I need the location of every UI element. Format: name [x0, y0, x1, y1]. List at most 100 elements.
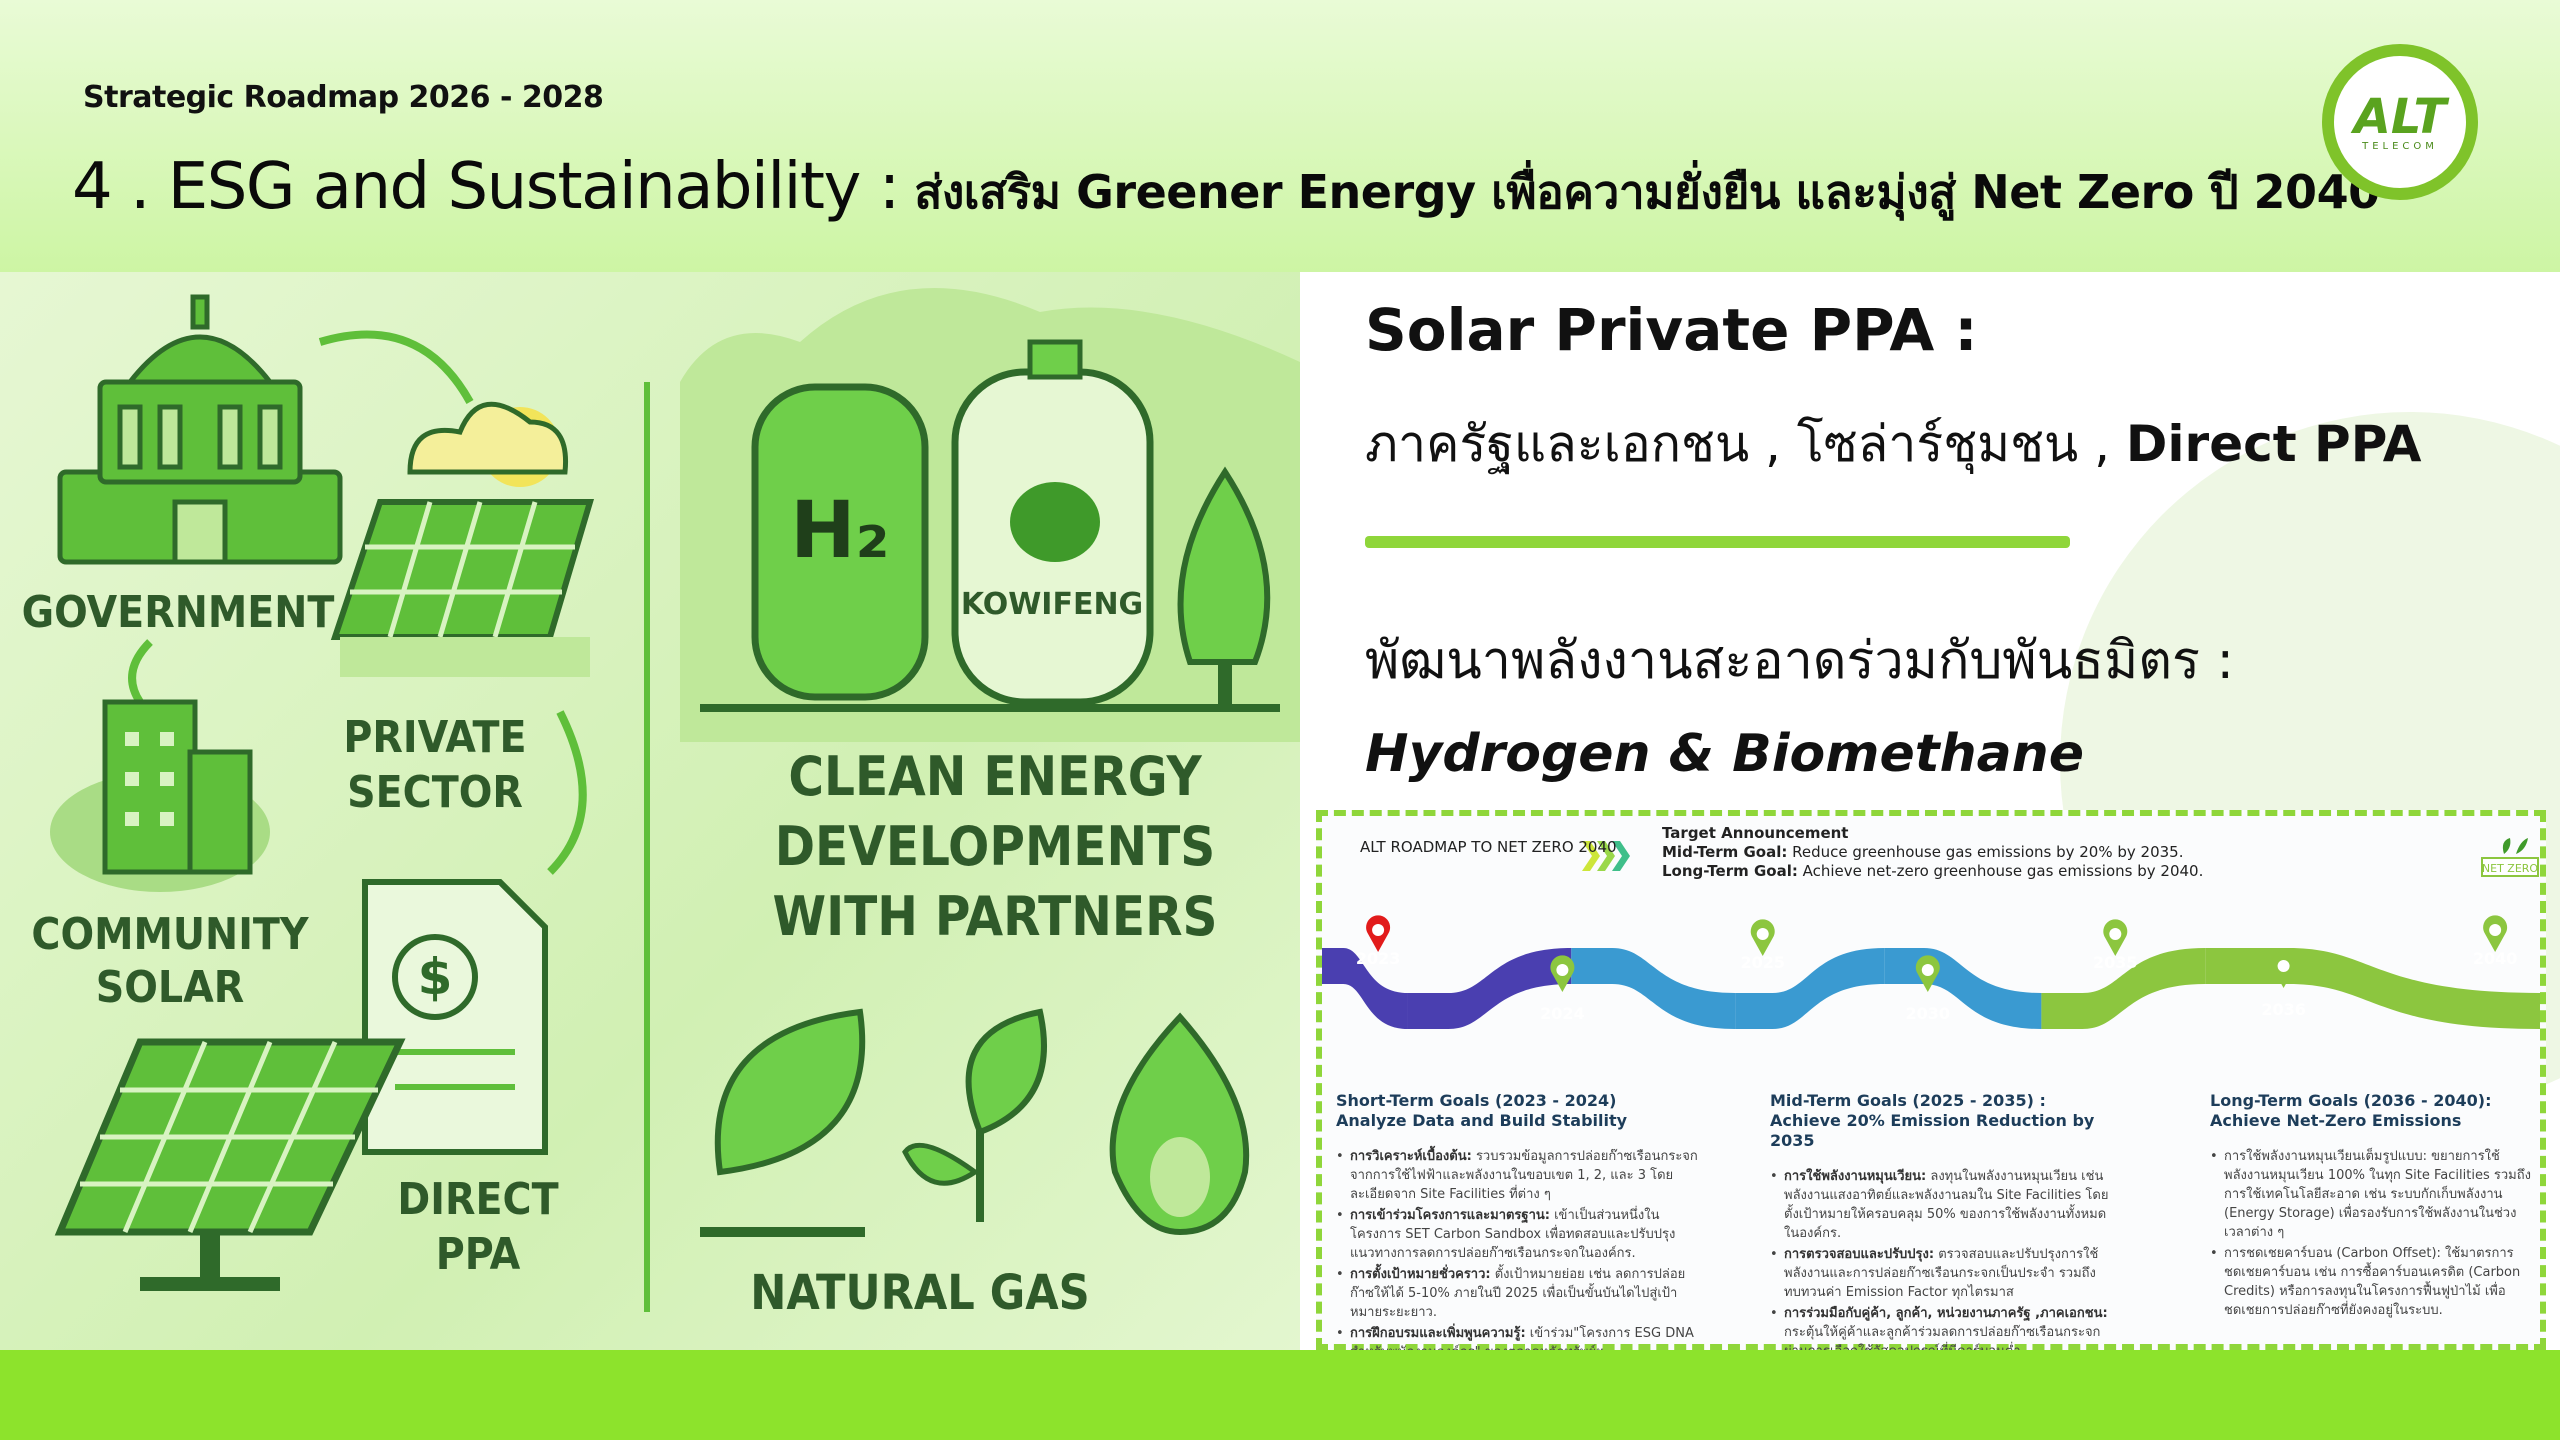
goal-item-text: เข้าเป็นส่วนหนึ่งในโครงการ SET Carbon Sa…	[1350, 1208, 1676, 1261]
goal-list: การวิเคราะห์เบื้องต้น: รวบรวมข้อมูลการปล…	[1336, 1147, 1706, 1362]
chevron-icon	[1612, 841, 1630, 871]
roadmap-segment	[1571, 948, 1736, 1029]
year-label: 2025	[1740, 953, 1785, 972]
tank-brand-label: KOWIFENG	[961, 587, 1143, 622]
net-zero-label: NET ZERO	[2482, 862, 2539, 875]
goal-item-bold: การใช้พลังงานหมุนเวียน:	[1784, 1169, 1927, 1184]
long-term-column: Long-Term Goals (2036 - 2040): Achieve Ne…	[2210, 1091, 2540, 1322]
goal-item-text: การใช้พลังงานหมุนเวียนเต็มรูปแบบ: ขยายกา…	[2224, 1149, 2531, 1240]
goal-item-text: ตั้งเป้าหมายย่อย เช่น ลดการปล่อยก๊าซให้ไ…	[1350, 1267, 1686, 1320]
label-government: GOVERNMENT	[22, 587, 335, 638]
large-solar-panel-icon	[54, 1038, 406, 1291]
roadmap-title: ALT ROADMAP TO NET ZERO 2040	[1360, 838, 1617, 856]
goal-item-text: ลงทุนในพลังงานหมุนเวียน เช่น พลังงานแสงอ…	[1784, 1169, 2109, 1241]
hydrogen-biomethane: Hydrogen & Biomethane	[1365, 724, 2084, 784]
label-private-2: SECTOR	[347, 767, 523, 818]
partner-heading: พัฒนาพลังงานสะอาดร่วมกับพันธมิตร :	[1365, 631, 2235, 691]
leaf-icon	[2502, 838, 2528, 854]
solar-panel-icon	[330, 499, 595, 677]
year-label: 2024	[1540, 1004, 1585, 1023]
column-title: Short-Term Goals (2023 - 2024) Analyze Da…	[1336, 1091, 1706, 1131]
sun-cloud-icon	[407, 401, 569, 487]
year-label: 2035	[2093, 953, 2138, 972]
header-band	[0, 0, 2560, 272]
label-clean-1: CLEAN ENERGY	[788, 745, 1202, 808]
solar-ppa-detail: ภาครัฐและเอกชน , โซล่าร์ชุมชน , Direct P…	[1365, 405, 2421, 484]
solar-ppa-direct: Direct PPA	[2125, 415, 2422, 473]
title-lead: 4 . ESG and Sustainability :	[72, 150, 900, 224]
arrow-icon	[318, 330, 474, 404]
pin-hole	[2109, 928, 2122, 940]
government-building-icon	[57, 294, 343, 565]
year-label: 2040	[2473, 949, 2518, 968]
column-title-2: Analyze Data and Build Stability	[1336, 1111, 1628, 1130]
column-title-1: Short-Term Goals (2023 - 2024)	[1336, 1091, 1617, 1110]
long-term-goal: Long-Term Goal: Achieve net-zero greenho…	[1662, 862, 2203, 880]
energy-illustration: GOVERNMENT PRIVATE SECTOR COMMUNITY SOLA…	[0, 272, 1300, 1350]
roadmap-segment	[1735, 948, 1885, 1029]
contract-document-icon: $	[362, 879, 548, 1155]
column-title: Long-Term Goals (2036 - 2040): Achieve Ne…	[2210, 1091, 2540, 1131]
long-term-text: Achieve net-zero greenhouse gas emission…	[1797, 862, 2204, 880]
footer-band	[0, 1350, 2560, 1440]
goal-item: การใช้พลังงานหมุนเวียน: ลงทุนในพลังงานหม…	[1770, 1167, 2120, 1243]
divider	[644, 382, 650, 1312]
goal-list: การใช้พลังงานหมุนเวียนเต็มรูปแบบ: ขยายกา…	[2210, 1147, 2540, 1320]
label-direct-1: DIRECT	[397, 1174, 558, 1225]
chevron-icon	[1582, 841, 1600, 871]
solar-ppa-heading: Solar Private PPA :	[1365, 296, 1978, 364]
chevron-icon	[1597, 841, 1615, 871]
solar-ppa-thai: ภาครัฐและเอกชน , โซล่าร์ชุมชน ,	[1365, 415, 2126, 473]
title-rest: ส่งเสริม Greener Energy เพื่อความยั่งยืน…	[898, 165, 2380, 219]
label-private-1: PRIVATE	[343, 712, 526, 763]
hydrogen-tank-icon: H₂	[751, 383, 929, 701]
column-title-1: Long-Term Goals (2036 - 2040):	[2210, 1091, 2492, 1110]
column-title-2: Achieve Net-Zero Emissions	[2210, 1111, 2462, 1130]
community-buildings-icon	[50, 699, 270, 892]
label-community-2: SOLAR	[96, 962, 245, 1013]
goal-item-bold: การฝึกอบรมและเพิ่มพูนความรู้:	[1350, 1326, 1526, 1341]
arrow-icon	[128, 639, 153, 705]
flame-icon	[1109, 1012, 1250, 1236]
roadmap-segment	[2041, 948, 2206, 1029]
goal-item: การใช้พลังงานหมุนเวียนเต็มรูปแบบ: ขยายกา…	[2210, 1147, 2540, 1242]
logo-subtext: TELECOM	[2362, 140, 2438, 152]
column-title: Mid-Term Goals (2025 - 2035) : Achieve 20…	[1770, 1091, 2120, 1151]
ground-line	[700, 704, 1280, 712]
accent-bar	[1365, 536, 2070, 548]
logo-text: ALT	[2353, 88, 2447, 145]
pin-hole	[1556, 964, 1569, 976]
net-zero-roadmap: NET ZERO 2023 2024 2025 2030 2035 2036 2040 AL…	[1316, 810, 2546, 1360]
alt-telecom-logo: ALT TELECOM	[2322, 44, 2478, 200]
mid-term-label: Mid-Term Goal:	[1662, 843, 1788, 861]
goal-item-text: ตรวจสอบและปรับปรุงการใช้พลังงานและการปล่…	[1784, 1247, 2099, 1300]
goal-item-bold: การตรวจสอบและปรับปรุง:	[1784, 1247, 1935, 1262]
mid-term-text: Reduce greenhouse gas emissions by 20% b…	[1787, 843, 2184, 861]
long-term-label: Long-Term Goal:	[1662, 862, 1798, 880]
goal-item-bold: การเข้าร่วมโครงการและมาตรฐาน:	[1350, 1208, 1550, 1223]
subtitle: Strategic Roadmap 2026 - 2028	[83, 80, 604, 115]
page-title: 4 . ESG and Sustainability : ส่งเสริม Gr…	[72, 150, 2380, 229]
short-term-column: Short-Term Goals (2023 - 2024) Analyze Da…	[1336, 1091, 1706, 1364]
label-direct-2: PPA	[436, 1229, 521, 1280]
label-community-1: COMMUNITY	[31, 909, 309, 960]
mid-term-column: Mid-Term Goals (2025 - 2035) : Achieve 20…	[1770, 1091, 2120, 1363]
pin-hole	[1756, 928, 1769, 940]
target-announcement: Target Announcement	[1662, 824, 1849, 842]
goal-item: การชดเชยคาร์บอน (Carbon Offset): ใช้มาตร…	[2210, 1244, 2540, 1320]
pin-hole	[1921, 964, 1934, 976]
column-title-1: Mid-Term Goals (2025 - 2035) :	[1770, 1091, 2046, 1110]
dollar-sign: $	[418, 948, 453, 1006]
column-title-2: Achieve 20% Emission Reduction by 2035	[1770, 1111, 2095, 1150]
goal-item: การตั้งเป้าหมายชั่วคราว: ตั้งเป้าหมายย่อ…	[1336, 1265, 1706, 1322]
goal-item-text: รวบรวมข้อมูลการปล่อยก๊าซเรือนกระจกจากการ…	[1350, 1149, 1698, 1202]
label-clean-2: DEVELOPMENTS	[775, 815, 1216, 878]
roadmap-segment	[1322, 948, 1408, 1029]
goal-item: การตรวจสอบและปรับปรุง: ตรวจสอบและปรับปรุ…	[1770, 1245, 2120, 1302]
net-zero-badge: NET ZERO	[2481, 838, 2539, 877]
mid-term-goal: Mid-Term Goal: Reduce greenhouse gas emi…	[1662, 843, 2183, 861]
year-label: 2023	[1356, 949, 1401, 968]
year-label: 2030	[1906, 1004, 1951, 1023]
tree-icon	[1177, 466, 1271, 707]
label-natural-gas: NATURAL GAS	[750, 1265, 1090, 1321]
